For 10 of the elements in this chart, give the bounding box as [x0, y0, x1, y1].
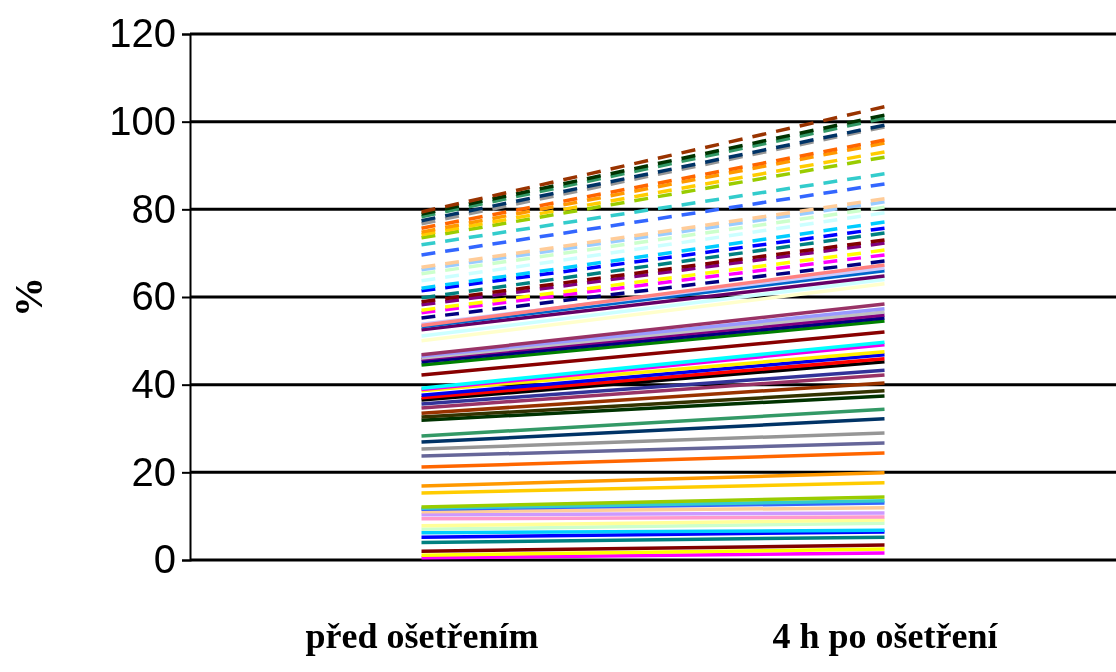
y-tick-label: 40 [131, 361, 176, 406]
x-tick-label: před ošetřením [305, 615, 539, 656]
y-tick-label: 20 [131, 449, 176, 494]
y-tick-label: 100 [109, 98, 176, 143]
y-tick-label: 0 [153, 537, 176, 582]
y-tick-label: 80 [131, 186, 176, 231]
y-tick-label: 60 [131, 274, 176, 319]
y-axis-title: % [6, 277, 51, 317]
y-tick-label: 120 [109, 11, 176, 56]
x-tick-label: 4 h po ošetření [772, 615, 999, 656]
